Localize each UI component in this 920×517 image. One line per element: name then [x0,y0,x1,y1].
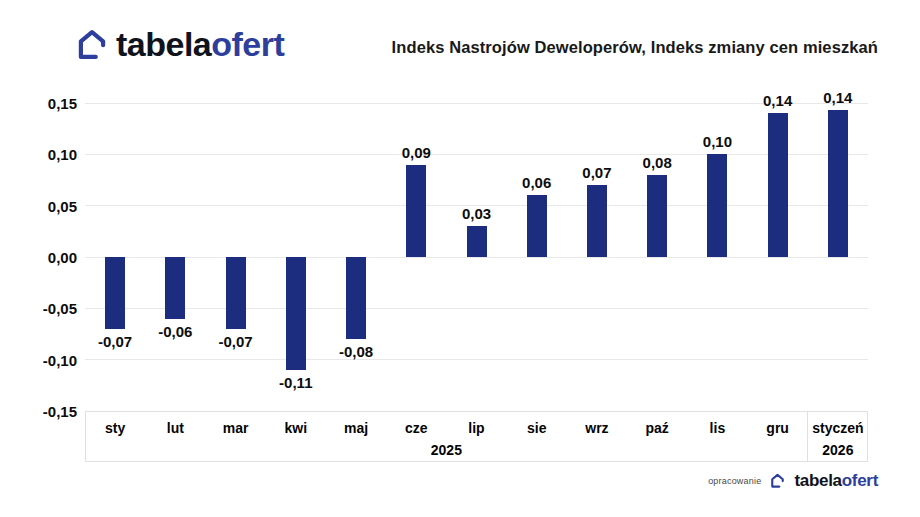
y-axis-tick-label: -0,05 [25,301,77,316]
y-axis-tick-label: 0,00 [25,250,77,265]
house-icon-small [769,472,786,489]
bar-value-label: 0,08 [627,154,687,171]
x-axis-month-label: paź [627,420,687,436]
bar-value-label: -0,07 [206,333,266,350]
y-axis-tick-label: 0,15 [25,96,77,111]
bar-value-label: 0,07 [567,164,627,181]
bar-value-label: -0,08 [326,343,386,360]
bar-wrz [587,185,607,257]
y-axis-tick-label: 0,10 [25,147,77,162]
footer-logo-text-black: tabela [794,471,841,490]
x-axis-month-label: mar [205,420,265,436]
y-gridline [85,359,868,360]
bar-lis [707,154,727,257]
y-axis-tick-label: -0,10 [25,353,77,368]
bar-mar [226,257,246,329]
bar-cze [406,165,426,257]
bar-sty [105,257,125,329]
bar-maj [346,257,366,339]
credit-label: opracowanie [708,476,761,486]
bar-value-label: 0,03 [447,205,507,222]
x-axis-month-label: sty [85,420,145,436]
x-axis-month-label: cze [386,420,446,436]
bar-chart: 0,150,100,050,00-0,05-0,10-0,15-0,07-0,0… [0,0,920,517]
bar-value-label: 0,14 [748,92,808,109]
year-column-divider [807,411,808,462]
footer-logo-wordmark: tabelaofert [794,472,878,489]
bar-value-label: 0,09 [386,144,446,161]
x-axis-month-label: lip [446,420,506,436]
x-axis-month-label: wrz [567,420,627,436]
bar-paź [647,175,667,257]
x-axis-year-label: 2025 [85,442,808,458]
bar-styczeń [828,110,848,257]
x-axis-month-label: kwi [266,420,326,436]
bar-kwi [286,257,306,370]
y-gridline [85,308,868,309]
x-axis-month-label: styczeń [808,420,868,436]
x-axis-month-label: sie [507,420,567,436]
bar-value-label: -0,06 [145,323,205,340]
x-axis-month-label: lut [145,420,205,436]
x-axis-month-label: gru [748,420,808,436]
bar-value-label: -0,07 [85,333,145,350]
y-gridline [85,154,868,155]
footer-credit: opracowanie tabelaofert [708,472,878,489]
y-axis-tick-label: -0,15 [25,404,77,419]
x-axis-month-label: lis [687,420,747,436]
bar-value-label: -0,11 [266,374,326,391]
bar-value-label: 0,14 [808,89,868,106]
bar-value-label: 0,06 [507,174,567,191]
bar-sie [527,195,547,257]
bar-lut [165,257,185,319]
footer-logo-text-blue: ofert [842,471,878,490]
infographic-canvas: tabelaofert Indeks Nastrojów Deweloperów… [0,0,920,517]
bar-value-label: 0,10 [687,133,747,150]
bar-lip [467,226,487,257]
x-axis-month-label: maj [326,420,386,436]
bar-gru [768,113,788,257]
x-axis-year-label: 2026 [808,442,868,458]
y-axis-tick-label: 0,05 [25,199,77,214]
